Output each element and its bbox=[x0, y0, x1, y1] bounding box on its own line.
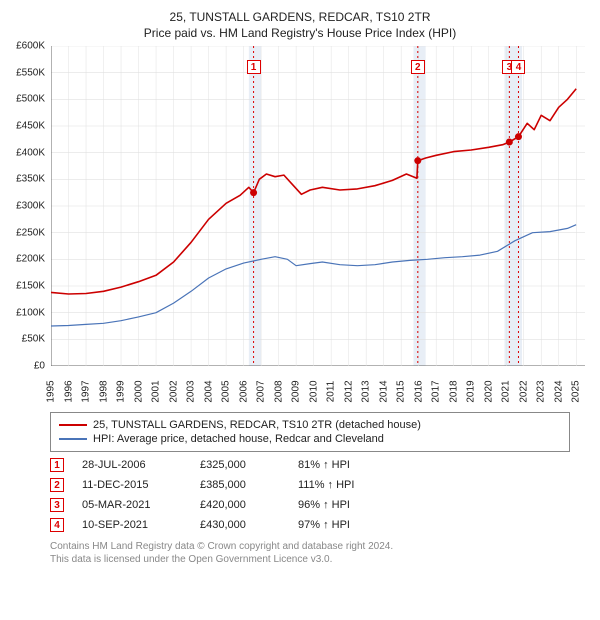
sale-marker: 1 bbox=[247, 60, 261, 74]
legend-row: HPI: Average price, detached house, Redc… bbox=[59, 433, 561, 445]
sale-row: 4 10-SEP-2021 £430,000 97% ↑ HPI bbox=[50, 518, 570, 532]
x-tick-label: 2019 bbox=[466, 380, 477, 402]
sale-marker: 3 bbox=[50, 498, 64, 512]
y-tick-label: £250K bbox=[9, 227, 45, 238]
x-tick-label: 2006 bbox=[238, 380, 249, 402]
x-tick-label: 2013 bbox=[361, 380, 372, 402]
footer-line: Contains HM Land Registry data © Crown c… bbox=[50, 540, 570, 553]
legend-swatch bbox=[59, 424, 87, 426]
x-tick-label: 2018 bbox=[448, 380, 459, 402]
sale-row: 1 28-JUL-2006 £325,000 81% ↑ HPI bbox=[50, 458, 570, 472]
sale-date: 05-MAR-2021 bbox=[82, 499, 182, 511]
sale-price: £325,000 bbox=[200, 459, 280, 471]
sale-date: 10-SEP-2021 bbox=[82, 519, 182, 531]
sales-table: 1 28-JUL-2006 £325,000 81% ↑ HPI 2 11-DEC-201… bbox=[50, 458, 570, 532]
legend-label: HPI: Average price, detached house, Redc… bbox=[93, 433, 384, 445]
x-tick-label: 2014 bbox=[378, 380, 389, 402]
x-tick-label: 1997 bbox=[81, 380, 92, 402]
x-tick-label: 2001 bbox=[151, 380, 162, 402]
sale-marker: 1 bbox=[50, 458, 64, 472]
sale-marker: 4 bbox=[511, 60, 525, 74]
x-tick-label: 2010 bbox=[308, 380, 319, 402]
x-tick-label: 2004 bbox=[203, 380, 214, 402]
x-tick-label: 2021 bbox=[501, 380, 512, 402]
sale-marker: 2 bbox=[50, 478, 64, 492]
sale-pct: 111% ↑ HPI bbox=[298, 479, 378, 491]
footer-attribution: Contains HM Land Registry data © Crown c… bbox=[50, 540, 570, 566]
x-tick-label: 2003 bbox=[186, 380, 197, 402]
sale-date: 28-JUL-2006 bbox=[82, 459, 182, 471]
sale-pct: 97% ↑ HPI bbox=[298, 519, 378, 531]
sale-marker: 2 bbox=[411, 60, 425, 74]
y-tick-label: £50K bbox=[9, 334, 45, 345]
legend: 25, TUNSTALL GARDENS, REDCAR, TS10 2TR (… bbox=[50, 412, 570, 452]
y-tick-label: £150K bbox=[9, 281, 45, 292]
x-tick-label: 2020 bbox=[483, 380, 494, 402]
sale-price: £430,000 bbox=[200, 519, 280, 531]
x-tick-label: 2016 bbox=[413, 380, 424, 402]
x-tick-label: 2005 bbox=[221, 380, 232, 402]
x-tick-label: 2012 bbox=[343, 380, 354, 402]
y-tick-label: £400K bbox=[9, 147, 45, 158]
x-tick-label: 2002 bbox=[168, 380, 179, 402]
x-tick-label: 2023 bbox=[536, 380, 547, 402]
x-tick-label: 1995 bbox=[46, 380, 57, 402]
legend-swatch bbox=[59, 438, 87, 440]
x-tick-label: 2017 bbox=[431, 380, 442, 402]
sale-row: 2 11-DEC-2015 £385,000 111% ↑ HPI bbox=[50, 478, 570, 492]
x-tick-label: 1996 bbox=[63, 380, 74, 402]
sale-marker: 4 bbox=[50, 518, 64, 532]
y-tick-label: £350K bbox=[9, 174, 45, 185]
x-tick-label: 2025 bbox=[571, 380, 582, 402]
sale-pct: 96% ↑ HPI bbox=[298, 499, 378, 511]
price-chart: £0 £50K £100K £150K £200K £250K £300K £350K £400… bbox=[11, 46, 589, 406]
y-tick-label: £0 bbox=[9, 361, 45, 372]
sale-price: £420,000 bbox=[200, 499, 280, 511]
y-tick-label: £600K bbox=[9, 41, 45, 52]
legend-label: 25, TUNSTALL GARDENS, REDCAR, TS10 2TR (… bbox=[93, 419, 421, 431]
y-tick-label: £500K bbox=[9, 94, 45, 105]
sale-row: 3 05-MAR-2021 £420,000 96% ↑ HPI bbox=[50, 498, 570, 512]
footer-line: This data is licensed under the Open Gov… bbox=[50, 553, 570, 566]
sale-price: £385,000 bbox=[200, 479, 280, 491]
x-tick-label: 2024 bbox=[553, 380, 564, 402]
legend-row: 25, TUNSTALL GARDENS, REDCAR, TS10 2TR (… bbox=[59, 419, 561, 431]
y-tick-label: £550K bbox=[9, 67, 45, 78]
y-tick-label: £200K bbox=[9, 254, 45, 265]
x-tick-label: 2015 bbox=[396, 380, 407, 402]
sale-date: 11-DEC-2015 bbox=[82, 479, 182, 491]
x-tick-label: 2022 bbox=[518, 380, 529, 402]
x-tick-label: 2008 bbox=[273, 380, 284, 402]
x-tick-label: 1999 bbox=[116, 380, 127, 402]
sale-pct: 81% ↑ HPI bbox=[298, 459, 378, 471]
x-tick-label: 2011 bbox=[326, 381, 337, 403]
page-subtitle: Price paid vs. HM Land Registry's House … bbox=[10, 26, 590, 40]
x-tick-label: 2000 bbox=[133, 380, 144, 402]
x-tick-label: 2009 bbox=[291, 380, 302, 402]
y-tick-label: £100K bbox=[9, 307, 45, 318]
y-tick-label: £450K bbox=[9, 121, 45, 132]
x-tick-label: 2007 bbox=[256, 380, 267, 402]
page-title: 25, TUNSTALL GARDENS, REDCAR, TS10 2TR bbox=[10, 10, 590, 24]
x-tick-label: 1998 bbox=[98, 380, 109, 402]
y-tick-label: £300K bbox=[9, 201, 45, 212]
